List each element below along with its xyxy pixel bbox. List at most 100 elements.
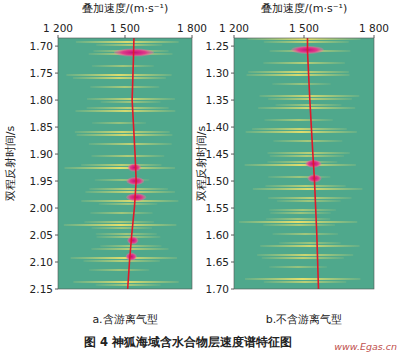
y-tick-label: 1.95 [30,175,53,187]
y-tick [231,127,234,128]
y-tick-label: 1.45 [206,148,229,160]
energy-peak [126,193,146,201]
spectrum-stripe [239,221,357,223]
x-tick [234,35,235,38]
y-tick-label: 2.05 [30,229,53,241]
spectrum-stripe [84,221,154,223]
spectrum-background [234,38,374,289]
plot-frame [58,38,192,289]
y-tick-label: 1.70 [206,283,229,295]
spectrum-stripe [258,107,355,109]
figure-caption: 图 4 神狐海域含水合物层速度谱特征图 [84,335,292,349]
spectrum-stripe [96,233,157,235]
y-axis-label: 双程反射时间/s [195,126,208,202]
spectrum-stripe [92,122,146,124]
y-tick [231,289,234,290]
spectrum-stripe [85,191,175,193]
x-tick-label: 1 800 [359,22,389,34]
spectrum-stripe [87,98,175,100]
velocity-curve [128,38,136,289]
figure: 1 2001 5001 800叠加速度/(m·s⁻¹)1.701.751.801… [0,0,400,354]
spectrum-stripe [264,41,349,43]
spectrum-stripe [245,278,360,280]
x-tick [58,35,59,38]
spectrum-stripe [81,164,161,166]
spectrum-stripe [97,236,161,238]
y-tick [55,127,58,128]
x-tick [374,35,375,38]
spectrum-stripe [92,65,154,67]
spectrum-stripe [264,119,332,121]
x-tick-label: 1 500 [110,22,140,34]
y-tick [231,73,234,74]
spectrum-stripe [91,155,164,157]
energy-peak [128,164,141,172]
spectrum-stripe [262,257,344,259]
y-tick [55,181,58,182]
x-tick [192,35,193,38]
x-tick-label: 1 800 [177,22,207,34]
y-tick [231,262,234,263]
watermark: www.Egas.cn [334,341,397,352]
spectrum-stripe [90,86,159,88]
y-tick-label: 1.35 [206,94,229,106]
spectrum-stripe [257,254,353,256]
spectrum-stripe [248,71,349,73]
spectrum-stripe [277,200,341,202]
panel-subtitle: b.不含游离气型 [266,313,342,326]
y-tick [231,181,234,182]
velocity-curve [308,38,319,289]
spectrum-stripe [270,212,331,214]
y-tick [55,73,58,74]
spectrum-stripe [84,260,160,262]
panel-subtitle: a.含游离气型 [92,313,157,326]
spectrum-stripe [269,209,336,211]
energy-peak [127,236,138,244]
spectrum-stripe [96,44,162,46]
spectrum-stripe [64,224,177,226]
spectrum-stripe [75,131,170,133]
spectrum-stripe [264,281,346,283]
y-tick [55,100,58,101]
y-tick-label: 1.30 [206,67,229,79]
spectrum-stripe [263,62,345,64]
spectrum-stripe [75,110,175,112]
plot-frame [234,38,374,289]
y-tick-label: 1.80 [30,94,53,106]
spectrum-stripe [268,197,351,199]
spectrum-stripe [265,185,345,187]
y-tick [231,235,234,236]
y-tick-label: 1.85 [30,121,53,133]
spectrum-stripe [71,257,177,259]
spectrum-stripe [101,101,161,103]
y-tick [55,289,58,290]
x-axis-label: 叠加速度/(m·s⁻¹) [261,2,347,15]
spectrum-stripe [246,131,357,133]
spectrum-stripe [266,218,330,220]
spectrum-stripe [66,74,171,76]
spectrum-stripe [90,212,152,214]
y-tick [231,208,234,209]
spectrum-stripe [260,245,359,247]
spectrum-stripe [263,224,335,226]
spectrum-stripe [252,128,347,130]
y-tick-label: 1.40 [206,121,229,133]
x-tick [304,35,305,38]
x-tick-label: 1 500 [289,22,319,34]
y-tick-label: 1.65 [206,256,229,268]
y-axis-label: 双程反射时间/s [4,126,17,202]
y-tick-label: 1.75 [30,67,53,79]
spectrum-stripe [89,143,172,145]
y-tick [55,154,58,155]
y-tick [55,208,58,209]
spectrum-stripe [64,167,175,169]
spectrum-stripe [245,164,356,166]
spectrum-stripe [73,281,178,283]
spectrum-background [58,38,192,289]
energy-peak [126,253,137,261]
spectrum-stripe [273,140,342,142]
spectrum-stripe [267,161,337,163]
spectrum-stripe [247,74,350,76]
spectrum-stripe [76,41,179,43]
spectrum-stripe [253,188,363,190]
